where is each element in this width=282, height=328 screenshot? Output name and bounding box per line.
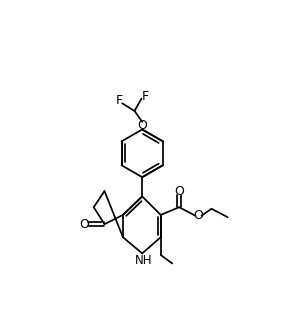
Text: F: F (142, 90, 149, 103)
Text: O: O (137, 119, 147, 132)
Text: O: O (79, 218, 89, 231)
Text: NH: NH (135, 254, 153, 267)
Text: O: O (174, 185, 184, 197)
Text: F: F (116, 94, 123, 108)
Text: O: O (193, 209, 203, 222)
